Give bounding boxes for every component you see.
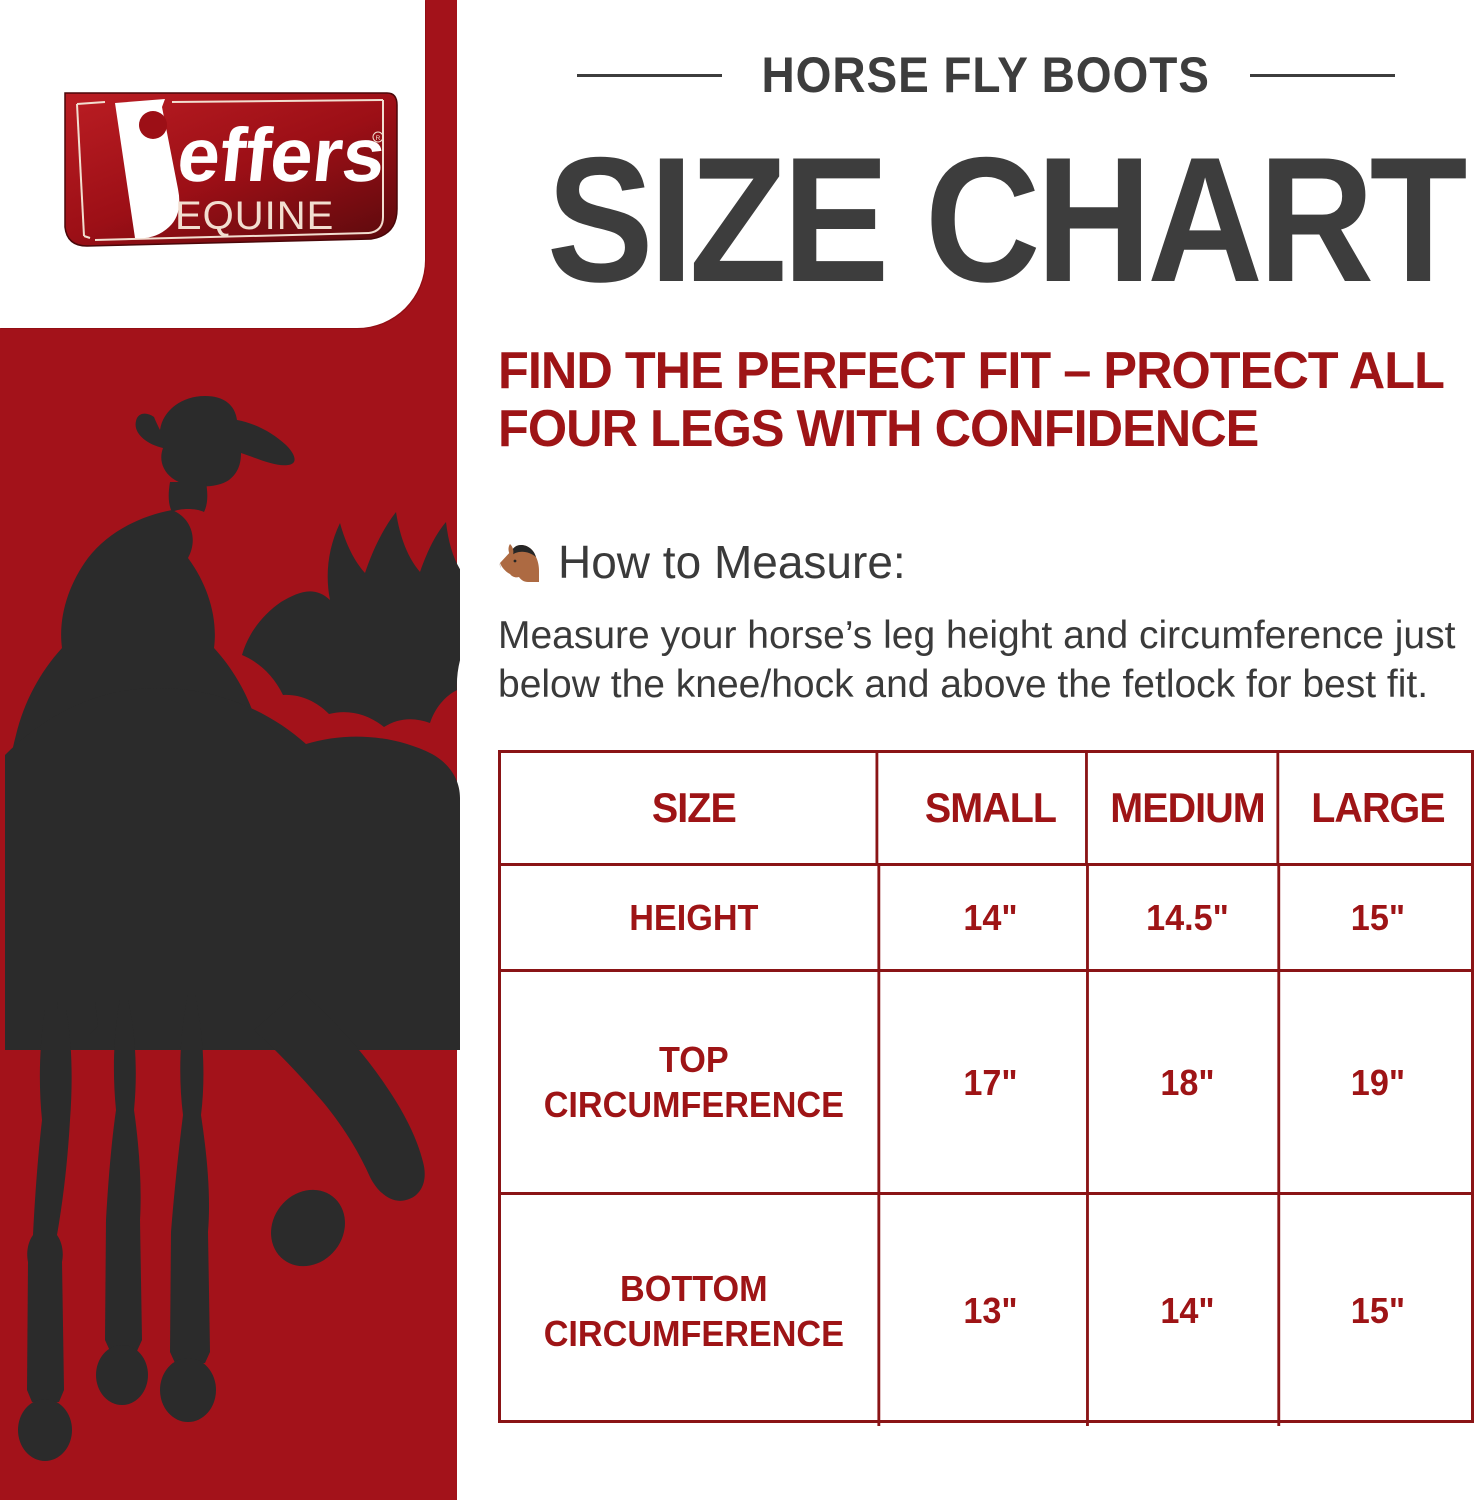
svg-text:effers: effers [174, 113, 390, 198]
svg-text:R: R [376, 135, 381, 142]
svg-text:EQUINE: EQUINE [175, 194, 334, 238]
